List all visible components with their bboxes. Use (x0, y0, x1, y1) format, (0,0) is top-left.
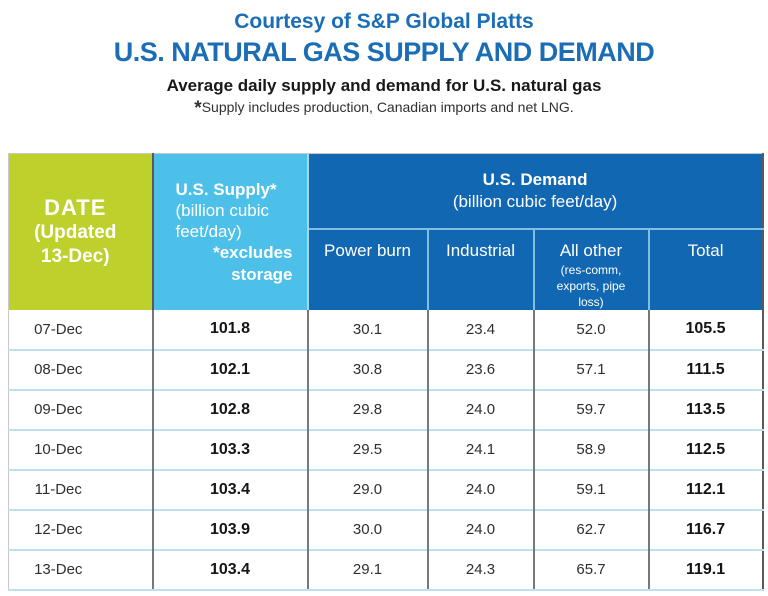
supply-cell: 103.3 (151, 428, 308, 470)
table-header: DATE (Updated 13-Dec) U.S. Supply* (bill… (8, 153, 763, 310)
table-row: 11-Dec 103.4 29.0 24.0 59.1 112.1 (8, 468, 763, 510)
column-header-industrial: Industrial (426, 228, 534, 310)
industrial-cell: 24.0 (426, 388, 534, 430)
total-cell: 112.5 (647, 428, 763, 470)
date-cell: 10-Dec (8, 428, 153, 470)
all-other-sub-2: exports, pipe (556, 278, 626, 293)
table-row: 13-Dec 103.4 29.1 24.3 65.7 119.1 (8, 548, 763, 591)
table-body: 07-Dec 101.8 30.1 23.4 52.0 105.5 08-Dec 102.1 3… (8, 309, 763, 591)
all-other-cell: 59.1 (532, 468, 649, 510)
supply-column-header: U.S. Supply* (billion cubic feet/day) *e… (152, 153, 309, 310)
date-cell: 07-Dec (8, 309, 153, 350)
date-cell: 09-Dec (8, 388, 153, 430)
date-cell: 11-Dec (8, 468, 153, 510)
column-header-total: Total (647, 228, 763, 310)
page-subtitle: Average daily supply and demand for U.S.… (166, 75, 602, 95)
table-row: 07-Dec 101.8 30.1 23.4 52.0 105.5 (8, 309, 763, 350)
supply-cell: 103.4 (151, 468, 308, 510)
power-burn-cell: 29.0 (306, 468, 428, 510)
all-other-cell: 65.7 (532, 548, 649, 591)
date-header-updated: (Updated (34, 222, 117, 244)
supply-header-note-1: *excludes (213, 243, 293, 263)
all-other-cell: 52.0 (532, 309, 649, 350)
industrial-cell: 23.6 (426, 348, 534, 390)
supply-cell: 102.8 (151, 388, 308, 430)
demand-header-title: U.S. Demand (482, 169, 588, 189)
date-cell: 13-Dec (8, 548, 153, 591)
industrial-cell: 24.0 (426, 508, 534, 550)
date-cell: 08-Dec (8, 348, 153, 390)
courtesy-line: Courtesy of S&P Global Platts (234, 10, 534, 33)
all-other-label: All other (559, 240, 623, 260)
total-cell: 119.1 (647, 548, 763, 591)
all-other-sub-3: loss) (578, 295, 604, 310)
total-label: Total (687, 240, 724, 260)
page-title: U.S. NATURAL GAS SUPPLY AND DEMAND (113, 37, 655, 68)
footnote-asterisk: * (194, 97, 202, 119)
supply-header-note-2: storage (231, 264, 293, 284)
supply-header-unit-1: (billion cubic (175, 200, 270, 220)
demand-header-unit: (billion cubic feet/day) (452, 191, 618, 211)
power-burn-cell: 29.5 (306, 428, 428, 470)
total-cell: 105.5 (647, 309, 763, 350)
table-row: 09-Dec 102.8 29.8 24.0 59.7 113.5 (8, 388, 763, 430)
column-header-power-burn: Power burn (307, 228, 428, 310)
power-burn-label: Power burn (324, 240, 411, 260)
supply-cell: 102.1 (151, 348, 308, 390)
date-cell: 12-Dec (8, 508, 153, 550)
power-burn-cell: 30.0 (306, 508, 428, 550)
masthead: Courtesy of S&P Global Platts U.S. NATUR… (0, 9, 768, 118)
industrial-cell: 24.0 (426, 468, 534, 510)
power-burn-cell: 29.8 (306, 388, 428, 430)
date-column-header: DATE (Updated 13-Dec) (8, 153, 154, 310)
supply-footnote: *Supply includes production, Canadian im… (0, 98, 768, 118)
industrial-cell: 24.1 (426, 428, 534, 470)
industrial-cell: 24.3 (426, 548, 534, 591)
all-other-cell: 59.7 (532, 388, 649, 430)
demand-group-header: U.S. Demand (billion cubic feet/day) (307, 153, 763, 230)
power-burn-cell: 30.1 (306, 309, 428, 350)
all-other-cell: 62.7 (532, 508, 649, 550)
column-header-all-other: All other (res-comm, exports, pipe loss) (532, 228, 649, 310)
total-cell: 113.5 (647, 388, 763, 430)
date-header-title: DATE (44, 195, 107, 221)
date-header-updated-date: 13-Dec) (40, 245, 110, 267)
supply-demand-table: DATE (Updated 13-Dec) U.S. Supply* (bill… (8, 153, 764, 591)
supply-cell: 103.9 (151, 508, 308, 550)
supply-cell: 103.4 (151, 548, 308, 591)
table-row: 08-Dec 102.1 30.8 23.6 57.1 111.5 (8, 348, 763, 390)
supply-header-title: U.S. Supply* (175, 179, 277, 199)
supply-cell: 101.8 (151, 309, 308, 350)
footnote-text: Supply includes production, Canadian imp… (201, 98, 574, 115)
total-cell: 112.1 (647, 468, 763, 510)
table-row: 10-Dec 103.3 29.5 24.1 58.9 112.5 (8, 428, 763, 470)
supply-header-unit-2: feet/day) (175, 222, 242, 242)
table-row: 12-Dec 103.9 30.0 24.0 62.7 116.7 (8, 508, 763, 550)
industrial-label: Industrial (446, 240, 515, 260)
all-other-sub-1: (res-comm, (560, 262, 622, 277)
all-other-cell: 58.9 (532, 428, 649, 470)
power-burn-cell: 30.8 (306, 348, 428, 390)
power-burn-cell: 29.1 (306, 548, 428, 591)
total-cell: 111.5 (647, 348, 763, 390)
industrial-cell: 23.4 (426, 309, 534, 350)
all-other-cell: 57.1 (532, 348, 649, 390)
total-cell: 116.7 (647, 508, 763, 550)
